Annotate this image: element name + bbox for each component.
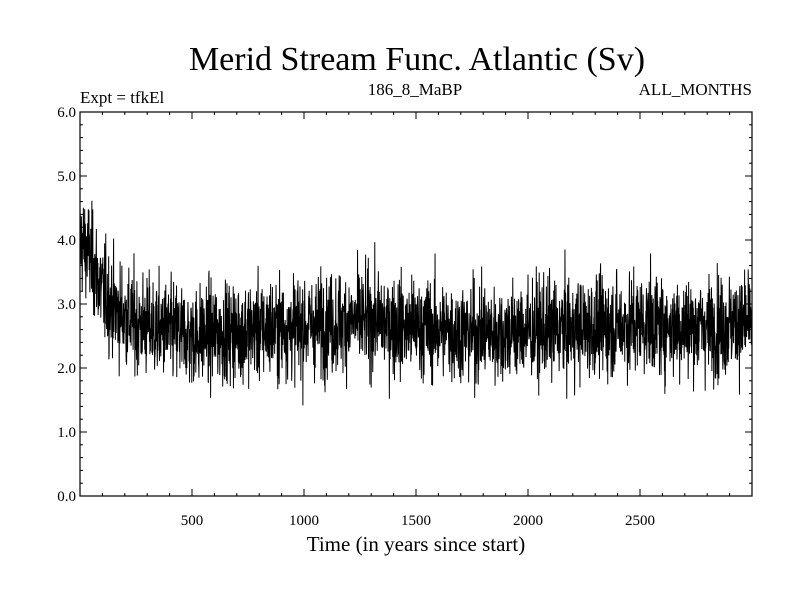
- y-tick-label: 3.0: [57, 297, 76, 313]
- y-tick-label: 0.0: [57, 489, 76, 505]
- plot-frame: [79, 111, 753, 497]
- chart-title: Merid Stream Func. Atlantic (Sv): [189, 41, 645, 78]
- y-tick-label: 1.0: [57, 425, 76, 441]
- y-tick-label: 4.0: [57, 233, 76, 249]
- period-label: 186_8_MaBP: [368, 80, 462, 99]
- x-tick-label: 1000: [289, 513, 319, 529]
- series-layer: [79, 200, 753, 406]
- y-tick-label: 6.0: [57, 105, 76, 121]
- axes-layer: 0.0 1.0 2.0 3.0 4.0 5.0 6.0 500 1000 1500 2000 2500: [57, 105, 752, 529]
- x-tick-label: 2500: [625, 513, 655, 529]
- months-label: ALL_MONTHS: [639, 80, 752, 99]
- x-tick-label: 500: [181, 513, 204, 529]
- y-tick-label: 5.0: [57, 169, 76, 185]
- series-line: [79, 200, 753, 406]
- experiment-label: Expt = tfkEl: [80, 88, 164, 107]
- x-tick-label: 2000: [513, 513, 543, 529]
- x-tick-label: 1500: [401, 513, 431, 529]
- y-tick-label: 2.0: [57, 361, 76, 377]
- x-axis-label: Time (in years since start): [307, 532, 526, 556]
